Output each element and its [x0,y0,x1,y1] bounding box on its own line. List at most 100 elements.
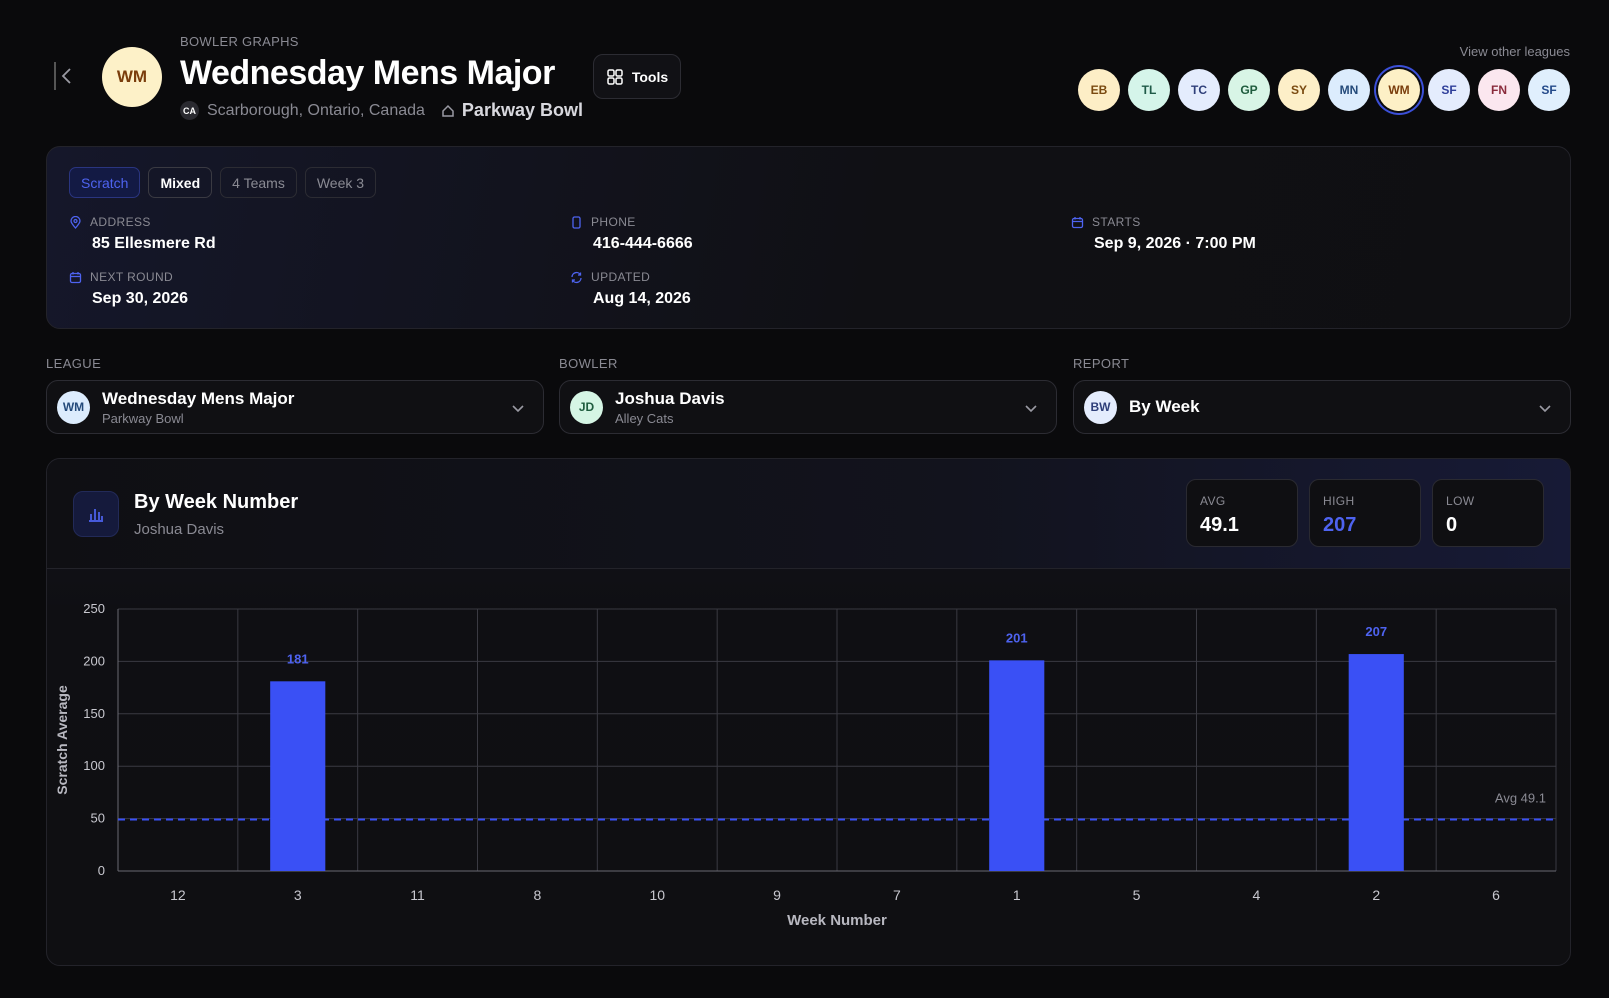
grid-icon [607,68,623,85]
league-chip-fn-8[interactable]: FN [1478,69,1520,111]
y-axis-title: Scratch Average [54,685,70,795]
updated-label: UPDATED [591,270,651,284]
bowler-select-sub: Alley Cats [615,410,674,426]
data-label: 207 [1365,624,1387,639]
chart-card: By Week Number Joshua Davis AVG 49.1 HIG… [46,458,1571,966]
league-select-sub: Parkway Bowl [102,410,184,426]
league-tags: Scratch Mixed 4 Teams Week 3 [69,167,377,198]
bar-week-3 [270,681,326,871]
updated-value: Aug 14, 2026 [593,290,691,307]
y-tick-label: 50 [91,811,105,826]
league-select[interactable]: WM Wednesday Mens Major Parkway Bowl [46,380,544,434]
next-round-field: NEXT ROUND Sep 30, 2026 [69,270,188,308]
x-tick-label: 7 [893,887,901,903]
tools-label: Tools [631,68,669,85]
next-round-label: NEXT ROUND [90,270,174,284]
stat-low-key: LOW [1446,494,1475,508]
tools-button[interactable]: Tools [593,54,681,99]
x-tick-label: 5 [1133,887,1141,903]
address-field: ADDRESS 85 Ellesmere Rd [69,215,216,253]
x-tick-label: 1 [1013,887,1021,903]
x-tick-label: 10 [649,887,665,903]
x-axis-title: Week Number [787,912,887,929]
country-badge: CA [180,101,199,120]
league-chip-sf-7[interactable]: SF [1428,69,1470,111]
league-chip-gp-3[interactable]: GP [1228,69,1270,111]
phone-field: PHONE 416-444-6666 [570,215,693,253]
address-label: ADDRESS [90,215,151,229]
location-text: Scarborough, Ontario, Canada [207,101,425,119]
tag-teams[interactable]: 4 Teams [220,167,297,198]
stat-high-key: HIGH [1323,494,1355,508]
tag-week[interactable]: Week 3 [304,167,377,198]
x-tick-label: 9 [773,887,781,903]
league-chip-tl-1[interactable]: TL [1128,69,1170,111]
stat-avg-key: AVG [1200,494,1226,508]
home-icon [442,104,454,117]
page-title: Wednesday Mens Major [180,54,555,92]
report-select-value: By Week [1129,397,1200,416]
refresh-icon [571,271,582,283]
league-info-card: Scratch Mixed 4 Teams Week 3 ADDRESS 85 … [46,146,1571,329]
report-select-label: REPORT [1073,356,1130,371]
league-chip-mn-5[interactable]: MN [1328,69,1370,111]
chevron-down-icon [1025,405,1037,413]
stat-avg: AVG 49.1 [1186,479,1298,547]
chart-header: By Week Number Joshua Davis AVG 49.1 HIG… [47,459,1570,569]
other-leagues-label: View other leagues [1459,44,1570,59]
league-chip-wm-6[interactable]: WM [1378,69,1420,111]
y-tick-label: 150 [83,706,105,721]
phone-icon [572,215,581,229]
league-avatar: WM [57,390,90,424]
bowler-select-value: Joshua Davis [615,388,725,408]
league-chip-sy-4[interactable]: SY [1278,69,1320,111]
stat-low: LOW 0 [1432,479,1544,547]
x-tick-label: 4 [1253,887,1261,903]
league-switcher: EB TL TC GP SY MN WM SF FN SF [1078,69,1570,111]
report-avatar: BW [1084,390,1117,424]
phone-value[interactable]: 416-444-6666 [593,235,693,252]
league-select-value: Wednesday Mens Major [102,388,295,408]
x-tick-label: 12 [170,887,186,903]
league-logo: WM [102,47,162,107]
chevron-down-icon [1539,405,1551,413]
bowler-select[interactable]: JD Joshua Davis Alley Cats [559,380,1057,434]
report-select[interactable]: BW By Week [1073,380,1571,434]
stat-low-value: 0 [1446,514,1458,536]
average-label: Avg 49.1 [1495,791,1546,806]
league-chip-sf-9[interactable]: SF [1528,69,1570,111]
x-tick-label: 11 [410,887,425,903]
stat-high: HIGH 207 [1309,479,1421,547]
x-tick-label: 3 [294,887,302,903]
calendar-icon [1071,216,1084,228]
bar-chart-icon [73,491,119,537]
league-chip-eb-0[interactable]: EB [1078,69,1120,111]
address-value: 85 Ellesmere Rd [92,235,216,252]
bowler-avatar: JD [570,390,603,424]
y-tick-label: 100 [83,758,105,773]
x-tick-label: 6 [1492,887,1500,903]
stat-avg-value: 49.1 [1200,514,1239,536]
bar-week-1 [989,660,1045,871]
page-eyebrow: BOWLER GRAPHS [180,34,299,49]
bar-week-2 [1348,654,1404,871]
y-tick-label: 0 [98,863,105,878]
data-label: 201 [1006,630,1028,645]
starts-label: STARTS [1092,215,1141,229]
x-tick-label: 8 [534,887,542,903]
back-button[interactable] [54,62,76,90]
league-chip-tc-2[interactable]: TC [1178,69,1220,111]
data-label: 181 [287,651,309,666]
chart-title: By Week Number [134,491,299,513]
venue: Parkway Bowl [441,100,583,121]
next-round-value: Sep 30, 2026 [92,290,189,307]
calendar-icon [69,271,82,283]
league-select-label: LEAGUE [46,356,102,371]
stat-high-value: 207 [1323,514,1357,536]
chevron-left-icon [61,68,71,84]
tag-mixed[interactable]: Mixed [148,167,213,198]
starts-field: STARTS Sep 9, 2026 · 7:00 PM [1071,215,1256,253]
tag-scratch[interactable]: Scratch [69,167,141,198]
y-tick-label: 250 [83,601,105,616]
x-tick-label: 2 [1372,887,1380,903]
